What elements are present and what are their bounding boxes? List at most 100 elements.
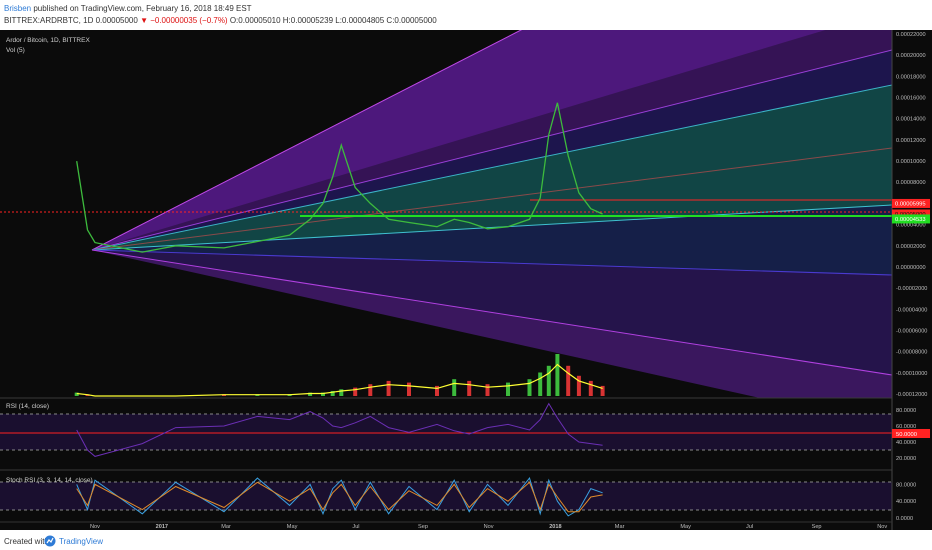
fan-line-4 — [91, 204, 892, 251]
price-tick-label: 0.00008000 — [896, 180, 926, 186]
rsi-band — [0, 414, 892, 450]
time-tick-label: May — [680, 524, 691, 530]
fan-band-2 — [92, 30, 892, 250]
rsi-tick-label: 80.0000 — [896, 408, 916, 414]
chart-area[interactable]: 0.00022000 0.00020000 0.00018000 0.00016000… — [0, 30, 932, 530]
volume-bar — [386, 380, 391, 396]
volume-bar — [467, 380, 472, 396]
publish-line: Brisben published on TradingView.com, Fe… — [4, 4, 252, 13]
rsi-tick-label: 60.0000 — [896, 424, 916, 430]
price-tag — [892, 198, 930, 208]
time-tick-label: 2018 — [549, 524, 561, 530]
stoch-tick-label: 0.0000 — [896, 516, 913, 522]
footer: Created with TradingView — [0, 532, 932, 550]
price-tick-label: -0.00006000 — [896, 328, 927, 334]
time-tick-label: Sep — [418, 524, 428, 530]
price-tag — [892, 214, 930, 224]
chart-title: Ardor / Bitcoin, 1D, BITTREX — [6, 37, 90, 44]
rsi-value-tag-text: 50.0000 — [896, 432, 917, 438]
price-tick-label: 0.00002000 — [896, 244, 926, 250]
price-tick-label: 0.00000000 — [896, 265, 926, 271]
stoch-k-line — [76, 477, 603, 517]
rsi-legend: RSI (14, close) — [6, 403, 49, 410]
fan-band-lower1 — [92, 205, 892, 275]
time-tick-label: May — [287, 524, 298, 530]
tradingview-name: TradingView — [59, 536, 104, 546]
volume-bar — [321, 392, 325, 396]
time-tick-label: Jul — [746, 524, 753, 530]
symbol-label: BITTREX:ARDRBTC, 1D — [4, 16, 94, 25]
fan-line-1 — [91, 30, 523, 251]
time-tick-label: Nov — [877, 524, 887, 530]
volume-bar — [546, 365, 551, 396]
volume-bar — [330, 391, 335, 396]
fan-line-2 — [91, 49, 892, 251]
price-axis-panel — [892, 30, 932, 530]
time-axis-ticks: Nov 2017 Mar May Jul Sep Nov 2018 Mar May Jul Sep No… — [90, 524, 887, 530]
price-tick-label: 0.00018000 — [896, 74, 926, 80]
volume-bar — [588, 380, 593, 396]
price-change: ▼ −0.00000035 (−0.7%) — [140, 16, 228, 25]
fan-line-5 — [91, 249, 892, 276]
price-tick-label: 0.00010000 — [896, 159, 926, 165]
price-tick-label: 0.00014000 — [896, 117, 926, 123]
stoch-axis-ticks: 80.0000 40.0000 0.0000 — [896, 482, 916, 522]
volume-bar — [368, 384, 373, 396]
rsi-value-tag — [892, 429, 930, 438]
time-tick-label: 2017 — [156, 524, 168, 530]
stoch-band — [0, 482, 892, 510]
stoch-tick-label: 40.0000 — [896, 499, 916, 505]
rsi-axis-ticks: 80.0000 60.0000 40.0000 20.0000 — [896, 408, 916, 462]
chart-header: Brisben published on TradingView.com, Fe… — [0, 0, 932, 30]
volume-bar — [452, 379, 457, 396]
volume-bar — [485, 384, 490, 396]
rsi-tick-label: 40.0000 — [896, 440, 916, 446]
price-series-line — [76, 102, 603, 253]
price-tick-label: -0.00002000 — [896, 286, 927, 292]
volume-bar — [566, 365, 571, 396]
price-tick-label: -0.00012000 — [896, 392, 927, 398]
volume-bar — [339, 389, 344, 396]
fan-lines — [91, 30, 892, 376]
fan-line-6 — [91, 249, 892, 376]
volume-bar — [308, 392, 313, 396]
fan-line-3 — [91, 84, 892, 251]
price-tick-label: 0.00020000 — [896, 53, 926, 59]
fan-line-mid — [91, 147, 892, 251]
price-tick-label: -0.00008000 — [896, 350, 927, 356]
time-tick-label: Nov — [90, 524, 100, 530]
price-tick-label: 0.00016000 — [896, 96, 926, 102]
price-tag-text: 0.00004533 — [895, 217, 926, 223]
ohlc-line: BITTREX:ARDRBTC, 1D 0.00005000 ▼ −0.0000… — [4, 16, 437, 25]
volume-legend: Vol (5) — [6, 47, 25, 54]
created-with-text: Created with — [4, 537, 49, 546]
tradingview-brand[interactable]: TradingView — [44, 533, 103, 549]
volume-bar — [435, 385, 439, 396]
volume-bars — [74, 354, 605, 396]
volume-bar — [527, 379, 532, 396]
published-text: published on TradingView.com, February 1… — [31, 4, 252, 13]
volume-bar — [576, 375, 581, 396]
volume-ma-line — [76, 363, 603, 397]
volume-bar — [353, 387, 358, 396]
stoch-legend: Stoch RSI (3, 3, 14, 14, close) — [6, 477, 93, 484]
price-tick-label: 0.00022000 — [896, 32, 926, 38]
time-tick-label: Jul — [352, 524, 359, 530]
ohlc-values: O:0.00005010 H:0.00005239 L:0.00004805 C… — [227, 16, 437, 25]
time-tick-label: Mar — [615, 524, 625, 530]
price-tag — [892, 209, 930, 219]
price-tag-text: 0.00005995 — [895, 201, 926, 207]
price-tick-label: 0.00004000 — [896, 223, 926, 229]
author-link[interactable]: Brisben — [4, 4, 32, 13]
fan-band-lower3 — [92, 250, 892, 398]
rsi-tick-label: 20.0000 — [896, 456, 916, 462]
last-price: 0.00005000 — [93, 16, 141, 25]
price-tick-label: -0.00004000 — [896, 307, 927, 313]
chart-svg[interactable]: 0.00022000 0.00020000 0.00018000 0.00016000… — [0, 30, 932, 530]
volume-bar — [407, 382, 411, 396]
price-tick-label: -0.00010000 — [896, 371, 927, 377]
volume-bar — [555, 354, 560, 396]
volume-bar — [506, 382, 510, 396]
volume-bar — [538, 372, 543, 396]
price-axis-ticks: 0.00022000 0.00020000 0.00018000 0.00016000… — [896, 32, 927, 398]
